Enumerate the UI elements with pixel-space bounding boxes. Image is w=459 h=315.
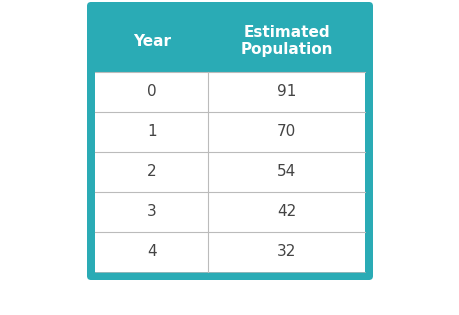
Text: 4: 4 — [146, 244, 156, 260]
Text: 54: 54 — [276, 164, 296, 180]
Text: 91: 91 — [276, 84, 296, 100]
Text: 32: 32 — [276, 244, 296, 260]
Text: 1: 1 — [146, 124, 156, 140]
Text: 2: 2 — [146, 164, 156, 180]
Text: 70: 70 — [276, 124, 296, 140]
Text: Year: Year — [132, 33, 170, 49]
Text: Estimated
Population: Estimated Population — [240, 25, 332, 57]
Text: 42: 42 — [276, 204, 296, 220]
Text: 0: 0 — [146, 84, 156, 100]
Bar — [95, 10, 364, 72]
Bar — [95, 72, 364, 272]
Text: 3: 3 — [146, 204, 156, 220]
FancyBboxPatch shape — [87, 2, 372, 280]
